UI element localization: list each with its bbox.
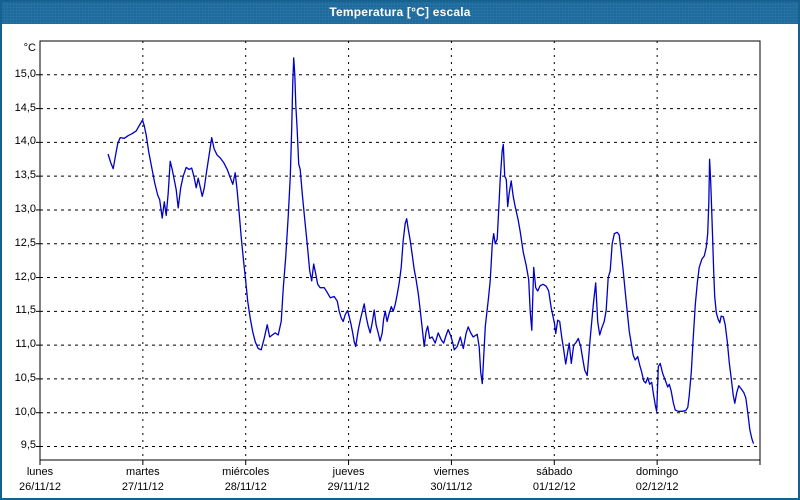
y-tick-label: 10,5: [14, 371, 36, 384]
x-date-label: 28/11/12: [224, 481, 267, 493]
x-date-label: 26/11/12: [18, 481, 61, 493]
x-date-label: 27/11/12: [121, 481, 164, 493]
y-tick-label: 9,5: [20, 439, 36, 452]
y-axis-unit-label: °C: [23, 42, 36, 54]
y-tick-label: 15,0: [14, 67, 36, 80]
y-tick-label: 13,5: [14, 169, 36, 182]
x-day-name-label: sábado: [536, 466, 573, 478]
y-tick-label: 13,0: [14, 202, 36, 215]
x-day-name-label: lunes: [26, 466, 54, 478]
titlebar[interactable]: Temperatura [°C] escala: [0, 0, 800, 24]
x-date-label: 29/11/12: [327, 481, 370, 493]
y-tick-label: 14,0: [14, 135, 36, 148]
temperature-series-line: [107, 57, 754, 444]
y-tick-label: 11,5: [15, 304, 36, 317]
y-tick-label: 10,0: [14, 405, 36, 418]
x-day-name-label: domingo: [636, 466, 679, 478]
y-tick-label: 14,5: [14, 101, 36, 114]
x-date-label: 02/12/12: [635, 481, 679, 493]
x-day-name-label: viernes: [433, 466, 470, 478]
window-title: Temperatura [°C] escala: [329, 5, 471, 19]
x-day-name-label: miércoles: [222, 466, 270, 478]
y-tick-label: 12,0: [14, 270, 36, 283]
y-tick-label: 12,5: [14, 236, 36, 249]
x-date-label: 01/12/12: [532, 481, 576, 493]
x-date-label: 30/11/12: [430, 481, 473, 493]
x-day-name-label: jueves: [332, 466, 365, 478]
x-day-name-label: martes: [126, 466, 160, 478]
plot-frame: [39, 40, 761, 461]
y-tick-label: 11,0: [15, 338, 36, 351]
